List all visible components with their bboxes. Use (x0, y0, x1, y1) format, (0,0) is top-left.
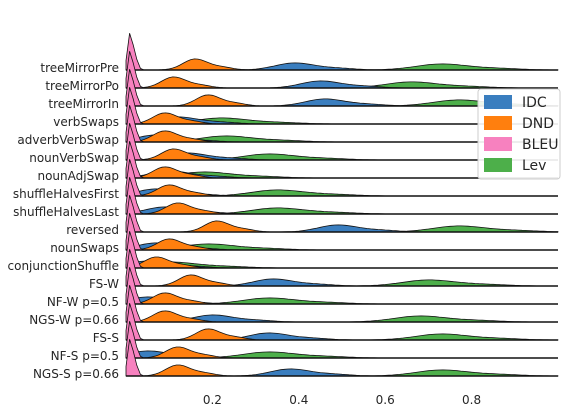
row-label-0: treeMirrorPre (40, 61, 119, 75)
ridge-row-7 (125, 159, 558, 197)
row-label-12: FS-W (89, 277, 119, 291)
ridge-row-15 (125, 303, 559, 341)
legend-swatch-idc (484, 95, 512, 109)
row-label-9: reversed (66, 223, 119, 237)
row-label-16: NF-S p=0.5 (51, 349, 119, 363)
row-label-3: verbSwaps (53, 115, 119, 129)
legend-box (477, 88, 561, 180)
ridge-row-8 (125, 177, 558, 215)
ridge-row-14 (125, 285, 558, 323)
ridge-row-17 (125, 339, 559, 377)
x-tick-label-0: 0.2 (203, 393, 222, 407)
row-label-5: nounVerbSwap (29, 151, 119, 165)
x-tick-label-2: 0.6 (376, 393, 395, 407)
row-label-6: nounAdjSwap (37, 169, 119, 183)
x-tick-label-3: 0.8 (462, 393, 481, 407)
ridge-row-16 (125, 321, 558, 359)
legend-swatch-bleu (484, 137, 512, 151)
row-label-17: NGS-S p=0.66 (33, 367, 119, 381)
legend-label-idc: IDC (522, 95, 547, 111)
ridge-row-1 (125, 51, 558, 89)
ridge-dnd-11 (125, 256, 558, 269)
ridge-row-2 (125, 69, 559, 107)
row-label-15: FS-S (93, 331, 119, 345)
legend-swatch-dnd (484, 116, 512, 130)
row-label-2: treeMirrorIn (48, 97, 119, 111)
row-label-7: shuffleHalvesFirst (13, 187, 119, 201)
ridge-row-9 (125, 195, 559, 233)
ridge-row-10 (125, 213, 558, 251)
legend-label-lev: Lev (522, 158, 546, 174)
ridges-group (125, 33, 559, 377)
ridge-row-12 (125, 249, 558, 287)
legend-label-dnd: DND (522, 116, 554, 132)
ridge-dnd-10 (125, 238, 558, 251)
row-label-1: treeMirrorPo (45, 79, 119, 93)
row-label-14: NGS-W p=0.66 (29, 313, 119, 327)
x-tick-label-1: 0.4 (289, 393, 308, 407)
ridge-row-13 (125, 267, 558, 305)
row-label-10: nounSwaps (50, 241, 119, 255)
legend-swatch-lev (484, 158, 512, 172)
row-labels-group: treeMirrorPre treeMirrorPo treeMirrorIn ver… (8, 61, 120, 381)
x-axis: 0.2 0.4 0.6 0.8 (203, 393, 481, 407)
legend-label-bleu: BLEU (522, 137, 559, 153)
legend: IDC DND BLEU Lev (477, 88, 561, 180)
row-label-4: adverbVerbSwap (17, 133, 119, 147)
ridge-row-11 (125, 231, 558, 269)
ridge-row-0 (125, 33, 559, 71)
row-label-11: conjunctionShuffle (8, 259, 120, 273)
row-label-8: shuffleHalvesLast (13, 205, 119, 219)
row-label-13: NF-W p=0.5 (47, 295, 119, 309)
